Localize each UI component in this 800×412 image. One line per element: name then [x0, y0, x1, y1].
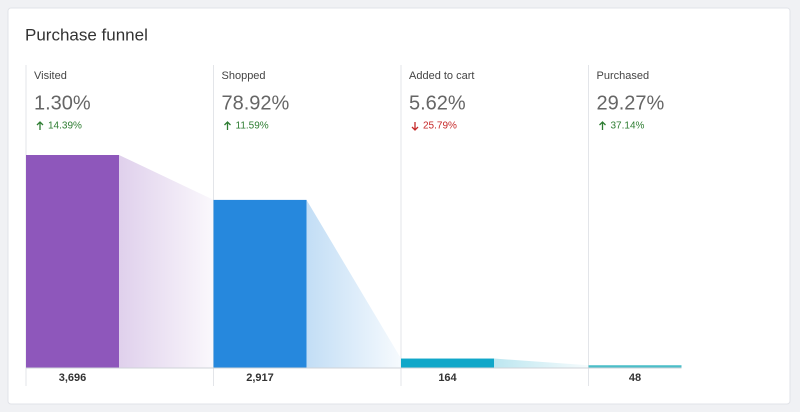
change-label: 14.39% [48, 121, 82, 132]
stage-rate: 78.92% [222, 92, 290, 114]
funnel-connector [494, 358, 589, 368]
change-label: 37.14% [611, 121, 645, 132]
stage-name: Purchased [597, 70, 650, 82]
bar [401, 358, 494, 368]
bar [588, 365, 682, 368]
change-arrow [411, 122, 419, 131]
bar [213, 199, 307, 368]
stage-name: Shopped [222, 70, 266, 82]
funnel-connector [119, 155, 214, 368]
change-arrow [599, 121, 606, 130]
change-label: 25.79% [423, 121, 457, 132]
change-arrow [224, 121, 231, 130]
chart-title: Purchase funnel [25, 25, 148, 44]
bar [26, 155, 119, 368]
value-label: 3,696 [59, 372, 87, 384]
funnel-connector [306, 199, 401, 368]
stage-name: Visited [34, 70, 67, 82]
stage-rate: 1.30% [34, 92, 91, 114]
stage-rate: 29.27% [597, 92, 665, 114]
value-label: 48 [629, 372, 641, 384]
stage-rate: 5.62% [409, 92, 466, 114]
value-label: 164 [438, 372, 457, 384]
change-label: 11.59% [236, 121, 269, 132]
change-arrow [36, 121, 44, 130]
value-label: 2,917 [246, 372, 274, 384]
stage-name: Added to cart [409, 70, 474, 82]
